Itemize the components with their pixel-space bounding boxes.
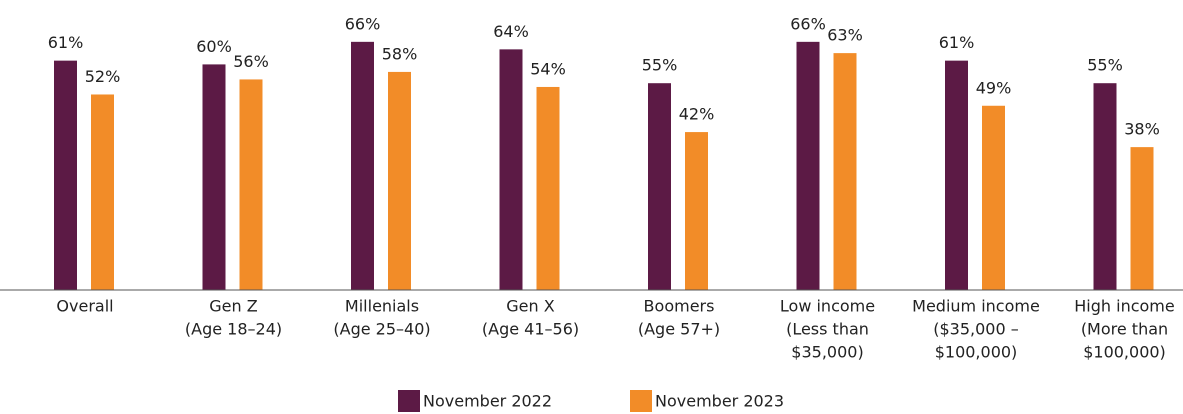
x-tick-label: Low income [780, 297, 875, 316]
x-tick-label: (Age 57+) [638, 320, 720, 339]
legend-swatch [398, 390, 420, 412]
value-label: 64% [493, 22, 529, 41]
bar [388, 71, 411, 290]
bar [1130, 147, 1154, 290]
bar [499, 49, 523, 290]
value-label: 61% [48, 33, 84, 52]
x-tick-label: Gen Z [209, 297, 257, 316]
bar [202, 64, 226, 291]
x-tick-label: (Less than [786, 320, 869, 339]
bar [796, 41, 820, 291]
value-label: 61% [939, 33, 975, 52]
value-label: 55% [1087, 56, 1123, 75]
value-label: 38% [1124, 120, 1160, 139]
bar [982, 105, 1005, 290]
bar [685, 132, 708, 290]
value-label: 58% [382, 44, 418, 63]
x-tick-label: ($35,000 – [933, 320, 1019, 339]
bar [91, 94, 114, 290]
value-label: 52% [85, 67, 121, 86]
bar [239, 79, 263, 290]
value-label: 49% [976, 78, 1012, 97]
x-tick-label: High income [1074, 297, 1174, 316]
value-label: 66% [790, 14, 826, 33]
x-tick-label: Overall [56, 297, 113, 316]
legend-label: November 2023 [655, 392, 784, 411]
x-tick-label: (Age 18–24) [185, 320, 282, 339]
bar [54, 60, 77, 290]
x-tick-label: Millenials [345, 297, 419, 316]
bar [945, 60, 968, 290]
value-label: 54% [530, 59, 566, 78]
bar [536, 86, 560, 291]
x-tick-label: Boomers [644, 297, 715, 316]
value-label: 42% [679, 105, 715, 124]
bar [833, 53, 857, 291]
bar [648, 83, 671, 290]
value-label: 66% [345, 14, 381, 33]
x-tick-label: (More than [1081, 320, 1168, 339]
value-label: 63% [827, 26, 863, 45]
bar [1093, 83, 1117, 290]
x-tick-label: $100,000) [1083, 343, 1166, 362]
bar [351, 41, 374, 291]
x-tick-label: $35,000) [791, 343, 863, 362]
x-tick-label: (Age 41–56) [482, 320, 579, 339]
value-label: 56% [233, 52, 269, 71]
legend-label: November 2022 [423, 392, 552, 411]
x-tick-label: Medium income [912, 297, 1040, 316]
legend-swatch [630, 390, 652, 412]
x-tick-label: (Age 25–40) [333, 320, 430, 339]
value-label: 60% [196, 37, 232, 56]
x-tick-label: $100,000) [935, 343, 1018, 362]
value-label: 55% [642, 56, 678, 75]
x-tick-label: Gen X [506, 297, 554, 316]
